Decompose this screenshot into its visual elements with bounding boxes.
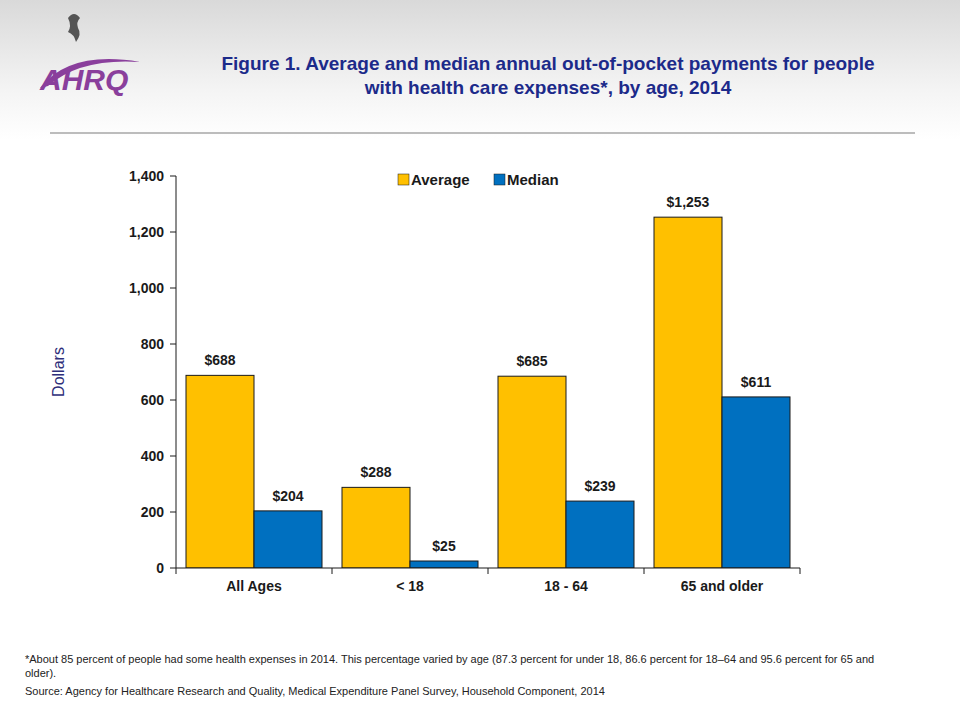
- bar: [722, 397, 790, 568]
- bar: [654, 217, 722, 568]
- x-tick: [644, 568, 645, 574]
- legend-label: Average: [411, 171, 470, 188]
- data-label: $288: [360, 464, 391, 480]
- legend-swatch: [494, 174, 505, 185]
- y-tick: [170, 400, 176, 401]
- y-axis-line: [176, 176, 177, 568]
- logo-emblem: [68, 14, 80, 42]
- x-tick: [176, 568, 177, 574]
- y-tick: [170, 232, 176, 233]
- bar: [498, 376, 566, 568]
- y-tick-label: 600: [141, 392, 165, 408]
- source: Source: Agency for Healthcare Research a…: [25, 684, 925, 698]
- bar: [254, 511, 322, 568]
- x-tick-label: 18 - 64: [544, 578, 588, 594]
- y-axis-label: Dollars: [50, 347, 67, 397]
- bar: [342, 487, 410, 568]
- bar: [186, 375, 254, 568]
- data-label: $25: [432, 538, 456, 554]
- title: Figure 1. Average and median annual out-…: [218, 52, 878, 100]
- y-tick-label: 400: [141, 448, 165, 464]
- y-tick: [170, 456, 176, 457]
- y-tick: [170, 344, 176, 345]
- footnote: *About 85 percent of people had some hea…: [25, 652, 875, 680]
- bars: [186, 217, 790, 568]
- axes: 0 200 400 600 800 1,000 1,200 1,400 All Ages < 18…: [129, 168, 800, 594]
- y-tick-label: 0: [156, 560, 164, 576]
- header-rule: [50, 132, 915, 134]
- y-tick: [170, 568, 176, 569]
- data-label: $685: [516, 353, 547, 369]
- logo-text: AHRQ: [39, 63, 128, 96]
- legend: Average Median: [398, 171, 559, 188]
- y-tick: [170, 176, 176, 177]
- data-label: $1,253: [667, 194, 710, 210]
- x-tick-label: 65 and older: [681, 578, 764, 594]
- chart: AHRQ $688 $288 $685 $1,253 $204 $25 $239 $611 0 20…: [0, 0, 960, 720]
- x-tick: [488, 568, 489, 574]
- x-tick: [800, 568, 801, 574]
- logo: AHRQ: [39, 14, 140, 96]
- data-label: $239: [584, 478, 615, 494]
- data-label: $611: [741, 374, 772, 390]
- bar: [566, 501, 634, 568]
- y-tick-label: 1,400: [129, 168, 164, 184]
- data-labels: $688 $288 $685 $1,253 $204 $25 $239 $611: [204, 194, 771, 554]
- data-label: $688: [204, 352, 235, 368]
- x-tick-label: All Ages: [226, 578, 282, 594]
- legend-label: Median: [507, 171, 559, 188]
- x-tick-label: < 18: [396, 578, 424, 594]
- data-label: $204: [272, 488, 303, 504]
- y-tick-label: 200: [141, 504, 165, 520]
- y-tick-label: 1,000: [129, 280, 164, 296]
- bar: [410, 561, 478, 568]
- y-tick-label: 800: [141, 336, 165, 352]
- y-tick-label: 1,200: [129, 224, 164, 240]
- y-tick: [170, 288, 176, 289]
- y-tick: [170, 512, 176, 513]
- x-tick: [332, 568, 333, 574]
- legend-swatch: [398, 174, 409, 185]
